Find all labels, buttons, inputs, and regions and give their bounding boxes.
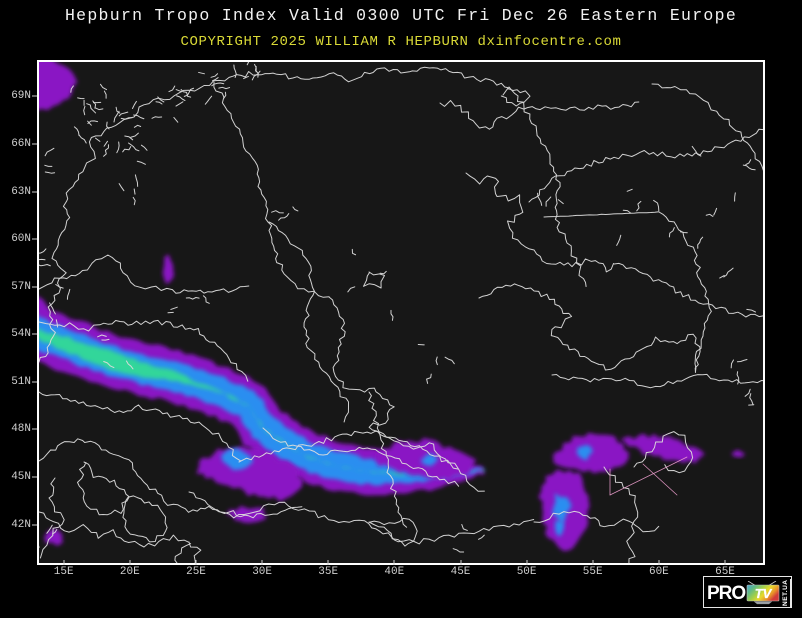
svg-text:TV: TV <box>755 586 773 601</box>
